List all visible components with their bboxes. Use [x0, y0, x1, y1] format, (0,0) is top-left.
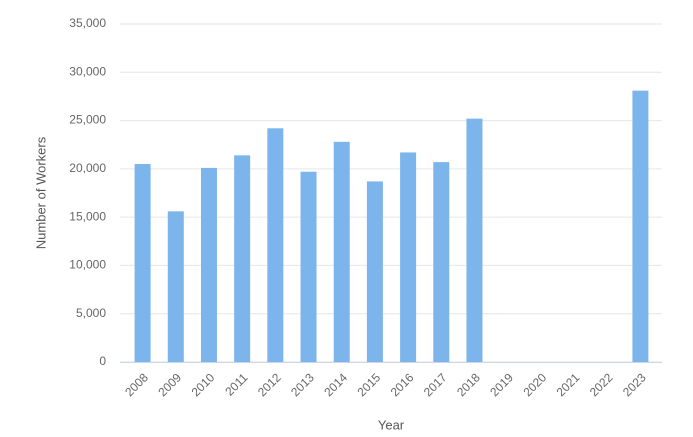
x-axis-title: Year	[378, 417, 405, 432]
x-tick-label: 2011	[222, 370, 250, 398]
y-axis-title: Number of Workers	[33, 136, 48, 249]
bar	[466, 118, 483, 362]
bar	[366, 181, 383, 362]
y-tick-label: 30,000	[69, 64, 106, 78]
x-tick-label: 2023	[620, 370, 649, 399]
bar	[333, 141, 350, 362]
bar	[234, 155, 251, 362]
y-tick-label: 35,000	[69, 16, 106, 30]
x-tick-label: 2010	[189, 370, 218, 399]
x-tick-label: 2014	[321, 370, 350, 399]
y-tick-label: 10,000	[69, 258, 106, 272]
x-tick-label: 2018	[454, 370, 483, 399]
bar	[200, 167, 217, 362]
x-tick-label: 2017	[421, 370, 450, 399]
x-tick-label: 2013	[288, 370, 317, 399]
x-tick-label: 2022	[587, 370, 616, 399]
y-tick-label: 15,000	[69, 209, 106, 223]
bar	[400, 152, 417, 362]
y-tick-label: 20,000	[69, 161, 106, 175]
bar	[167, 211, 184, 362]
y-tick-label: 25,000	[69, 113, 106, 127]
bar	[134, 164, 151, 362]
bar	[632, 90, 649, 363]
bar	[300, 171, 317, 362]
x-tick-label: 2019	[487, 370, 516, 399]
x-tick-label: 2015	[354, 370, 383, 399]
x-tick-label: 2012	[255, 370, 284, 399]
y-tick-label: 0	[99, 354, 106, 368]
x-tick-label: 2020	[520, 370, 549, 399]
bar	[267, 128, 284, 362]
x-tick-label: 2021	[554, 370, 583, 399]
x-tick-label: 2008	[122, 370, 151, 399]
x-tick-label: 2009	[155, 370, 184, 399]
y-tick-label: 5,000	[76, 306, 106, 320]
bar	[433, 162, 450, 362]
x-tick-label: 2016	[388, 370, 417, 399]
